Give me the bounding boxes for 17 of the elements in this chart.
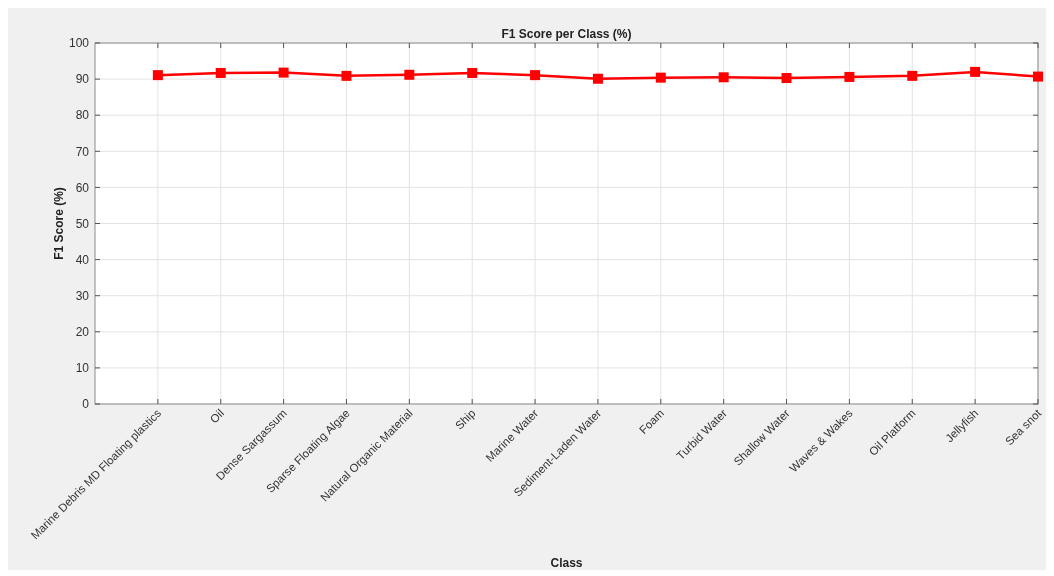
x-tick-label: Sea snot xyxy=(1002,406,1044,448)
y-tick-label: 40 xyxy=(75,252,90,267)
y-tick-label: 90 xyxy=(75,72,90,87)
y-tick-label: 50 xyxy=(75,216,90,231)
y-tick-label: 60 xyxy=(75,180,90,195)
y-axis-title: F1 Score (%) xyxy=(52,187,66,260)
y-tick-label: 80 xyxy=(75,108,90,123)
y-tick-label: 70 xyxy=(75,144,90,159)
y-tick-label: 0 xyxy=(82,397,90,412)
x-tick-label: Ship xyxy=(452,406,478,432)
x-axis-title: Class xyxy=(550,556,583,570)
y-tick-label: 30 xyxy=(75,288,90,303)
y-tick-label: 100 xyxy=(68,36,90,51)
y-tick-label: 20 xyxy=(75,325,90,339)
y-tick-label: 10 xyxy=(75,361,90,376)
x-tick-label: Oil xyxy=(207,406,227,426)
chart-title: F1 Score per Class (%) xyxy=(501,27,632,41)
